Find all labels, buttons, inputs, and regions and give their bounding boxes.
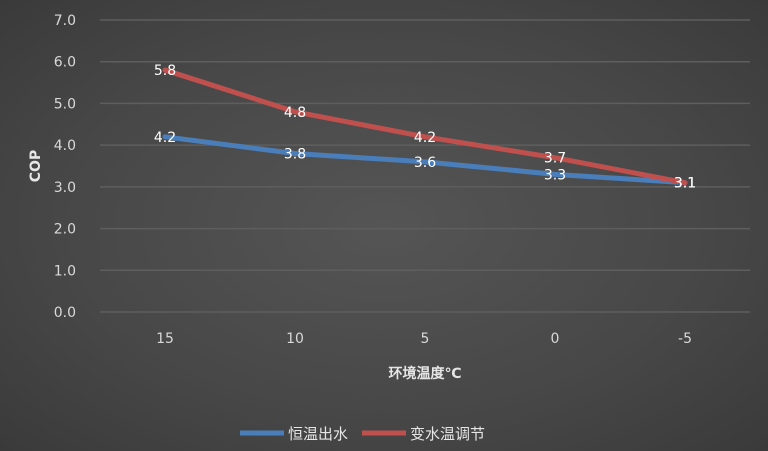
y-axis-title: COP (28, 150, 44, 182)
y-tick-label: 7.0 (54, 13, 76, 29)
data-label: 5.8 (154, 63, 176, 79)
series-line-0 (162, 134, 688, 186)
y-tick-label: 0.0 (54, 305, 76, 321)
data-label: 4.2 (414, 130, 436, 146)
data-label: 3.7 (544, 151, 566, 167)
y-tick-label: 5.0 (54, 96, 76, 112)
x-tick-label: 0 (551, 331, 560, 347)
x-tick-label: 10 (286, 331, 304, 347)
legend-label: 恒温出水 (288, 425, 348, 443)
x-tick-label: 15 (156, 331, 174, 347)
data-label: 3.6 (414, 155, 436, 171)
y-tick-label: 3.0 (54, 180, 76, 196)
x-tick-label: 5 (421, 331, 430, 347)
y-tick-label: 4.0 (54, 138, 76, 154)
data-label: 3.3 (544, 167, 566, 183)
legend-label: 变水温调节 (410, 425, 485, 443)
legend: 恒温出水 变水温调节 (240, 425, 485, 443)
y-tick-label: 6.0 (54, 55, 76, 71)
data-label: 3.8 (284, 146, 306, 162)
data-label: 3.1 (674, 176, 696, 192)
series-line-1 (162, 67, 688, 186)
data-label: 3.1 (674, 176, 696, 192)
x-tick-label: -5 (678, 331, 692, 347)
y-tick-label: 2.0 (54, 222, 76, 238)
data-label: 4.8 (284, 105, 306, 121)
x-axis-title: 环境温度℃ (389, 365, 462, 382)
data-label: 4.2 (154, 130, 176, 146)
y-tick-label: 1.0 (54, 263, 76, 279)
